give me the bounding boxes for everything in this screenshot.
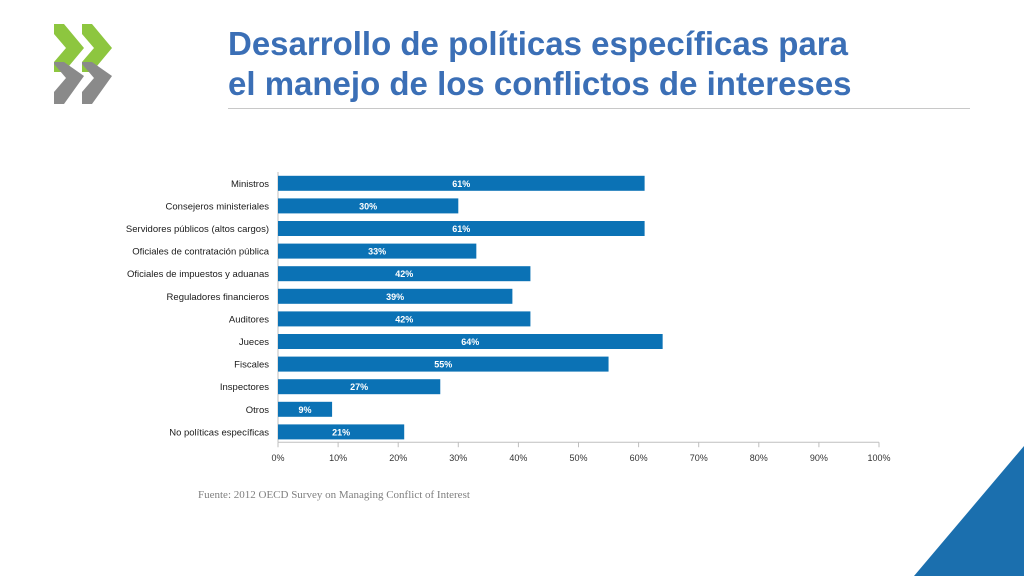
bar-value-label: 9%	[299, 405, 312, 415]
x-tick-label: 40%	[509, 453, 527, 463]
page-title: Desarrollo de políticas específicas para…	[228, 24, 968, 104]
bar	[278, 243, 477, 259]
category-label: Fiscales	[234, 360, 269, 371]
bar-value-label: 39%	[386, 292, 404, 302]
bar	[278, 424, 405, 440]
bar-value-label: 33%	[368, 247, 386, 257]
title-divider	[228, 108, 970, 109]
bar-value-label: 64%	[461, 337, 479, 347]
category-label: Jueces	[239, 337, 269, 348]
bar-value-label: 27%	[350, 382, 368, 392]
x-tick-label: 80%	[750, 453, 768, 463]
bar	[278, 288, 513, 304]
bar-value-label: 42%	[395, 314, 413, 324]
bar-value-label: 42%	[395, 269, 413, 279]
x-tick-label: 50%	[569, 453, 587, 463]
category-label: Servidores públicos (altos cargos)	[126, 224, 269, 235]
x-tick-label: 60%	[630, 453, 648, 463]
bar-value-label: 55%	[434, 360, 452, 370]
bar	[278, 266, 531, 282]
bar	[278, 311, 531, 327]
category-label: No políticas específicas	[169, 427, 269, 438]
x-tick-label: 70%	[690, 453, 708, 463]
x-tick-label: 100%	[867, 453, 890, 463]
category-label: Otros	[246, 405, 269, 416]
category-label: Consejeros ministeriales	[166, 201, 270, 212]
oecd-logo-icon	[54, 24, 112, 104]
corner-triangle-decoration	[914, 446, 1024, 576]
bar-value-label: 21%	[332, 427, 350, 437]
category-label: Oficiales de contratación pública	[132, 247, 269, 258]
title-line-2: el manejo de los conflictos de intereses	[228, 65, 852, 102]
category-label: Auditores	[229, 314, 269, 325]
x-tick-label: 0%	[271, 453, 284, 463]
source-note: Fuente: 2012 OECD Survey on Managing Con…	[198, 489, 470, 501]
bar	[278, 379, 441, 395]
bar-value-label: 30%	[359, 201, 377, 211]
category-label: Ministros	[231, 179, 269, 190]
bar-value-label: 61%	[452, 179, 470, 189]
x-tick-label: 20%	[389, 453, 407, 463]
category-label: Reguladores financieros	[167, 292, 270, 303]
x-tick-label: 10%	[329, 453, 347, 463]
x-tick-label: 30%	[449, 453, 467, 463]
bar	[278, 221, 645, 236]
bar	[278, 356, 609, 372]
title-line-1: Desarrollo de políticas específicas para	[228, 25, 848, 62]
bar	[278, 175, 645, 191]
category-label: Oficiales de impuestos y aduanas	[127, 269, 269, 280]
bar-value-label: 61%	[452, 224, 470, 234]
bar	[278, 334, 663, 349]
bar	[278, 198, 459, 214]
category-label: Inspectores	[220, 382, 269, 393]
x-tick-label: 90%	[810, 453, 828, 463]
bar	[278, 401, 333, 417]
